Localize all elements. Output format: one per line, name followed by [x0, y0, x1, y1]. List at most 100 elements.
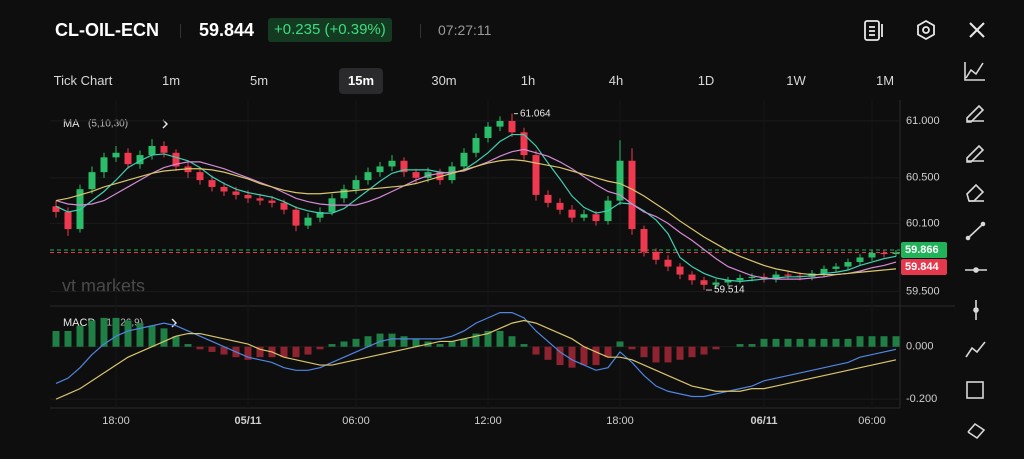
candle-body: [388, 160, 396, 167]
timeframe-button[interactable]: 4h: [608, 73, 624, 88]
macd-bar: [136, 323, 144, 347]
eraser-tool[interactable]: [966, 183, 985, 202]
candle-body: [316, 211, 324, 218]
timeframe-button[interactable]: 1W: [786, 73, 806, 88]
macd-bar: [328, 344, 336, 347]
timeframe-button[interactable]: 5m: [249, 73, 269, 88]
macd-bar: [76, 325, 84, 347]
macd-bar: [412, 338, 420, 347]
macd-bar: [688, 346, 696, 358]
macd-bar: [820, 338, 828, 347]
macd-line: [55, 319, 897, 400]
macd-bar: [556, 346, 564, 366]
y-tick-label: 60.500: [906, 172, 940, 184]
macd-bar: [220, 346, 228, 355]
price: 59.844: [199, 20, 255, 40]
brush-tool[interactable]: [966, 144, 985, 163]
horizontal-line-tool[interactable]: [965, 267, 987, 273]
candle-body: [484, 126, 492, 138]
trend-line-tool[interactable]: [965, 221, 986, 241]
macd-bar: [472, 333, 480, 347]
candle-body: [772, 274, 780, 280]
close-icon[interactable]: [969, 22, 985, 38]
macd-bar: [184, 344, 192, 347]
candle-body: [472, 138, 480, 153]
macd-bar: [712, 346, 720, 350]
macd-bar: [676, 346, 684, 360]
macd-bar: [280, 346, 288, 358]
x-tick-label: 06:00: [342, 415, 370, 427]
rectangle-tool[interactable]: [966, 381, 984, 399]
candle-body: [52, 206, 60, 212]
clock: 07:27:11: [438, 22, 492, 38]
candle-body: [748, 276, 756, 278]
candle-body: [280, 202, 288, 210]
macd-bar: [652, 346, 660, 363]
settings-icon[interactable]: [917, 19, 935, 41]
candle-body: [376, 166, 384, 173]
candle-body: [232, 191, 240, 195]
macd-bar: [640, 346, 648, 358]
timeframe-button[interactable]: Tick Chart: [53, 73, 113, 88]
candle-body: [244, 194, 252, 199]
vertical-line-tool[interactable]: [973, 300, 979, 320]
high-label: 61.064: [520, 108, 551, 119]
candle-body: [64, 211, 72, 230]
macd-bar: [628, 346, 636, 350]
macd-bar: [448, 341, 456, 347]
timeframe-button[interactable]: 30m: [431, 73, 457, 88]
polyline-tool[interactable]: [965, 341, 986, 358]
price-tag-label: 59.866: [905, 244, 939, 256]
candle-body: [664, 259, 672, 267]
contract-info-icon[interactable]: [864, 20, 883, 41]
macd-bar: [352, 338, 360, 347]
y-tick-label: -0.200: [906, 393, 937, 405]
macd-bar: [340, 341, 348, 347]
timeframe-button[interactable]: 1M: [875, 73, 895, 88]
macd-bar: [580, 346, 588, 366]
macd-bar: [880, 336, 888, 347]
macd-bar: [436, 344, 444, 347]
candle-body: [364, 172, 372, 181]
candle-body: [292, 209, 300, 226]
candle-body: [820, 268, 828, 274]
indicator-label: MACD: [63, 317, 95, 329]
candle-body: [568, 209, 576, 218]
candle-body: [160, 145, 168, 153]
candle-body: [88, 172, 96, 190]
candle-body: [136, 155, 144, 165]
pattern-tool[interactable]: [967, 422, 986, 440]
candle-body: [880, 252, 888, 255]
macd-bar: [376, 333, 384, 347]
macd-bar: [832, 338, 840, 347]
macd-bar: [736, 344, 744, 347]
timeframe-button[interactable]: 1h: [520, 73, 536, 88]
timeframe-button[interactable]: 15m: [338, 68, 384, 94]
macd-bar: [148, 325, 156, 347]
pen-tool[interactable]: [966, 104, 985, 123]
macd-bar: [760, 338, 768, 347]
candle-body: [844, 262, 852, 267]
candle-body: [412, 172, 420, 178]
price-tag-label: 59.844: [905, 261, 940, 273]
indicator-tool[interactable]: [964, 62, 985, 81]
macd-bar: [772, 338, 780, 347]
macd-bar: [316, 346, 324, 350]
x-tick-label: 06:00: [858, 415, 886, 427]
macd-bar: [364, 336, 372, 347]
candle-body: [856, 257, 864, 263]
candle-body: [400, 160, 408, 173]
macd-bar: [664, 346, 672, 363]
divider: [180, 24, 181, 38]
ma-line: [55, 133, 897, 282]
candle-body: [676, 266, 684, 275]
candle-body: [148, 145, 156, 156]
timeframe-button[interactable]: 1D: [697, 73, 715, 88]
indicator-label: MA: [63, 118, 80, 130]
x-tick-label: 12:00: [474, 415, 502, 427]
candle-body: [124, 152, 132, 165]
candle-body: [496, 120, 504, 127]
macd-bar: [592, 346, 600, 366]
timeframe-button[interactable]: 1m: [161, 73, 181, 88]
candle-body: [640, 229, 648, 252]
